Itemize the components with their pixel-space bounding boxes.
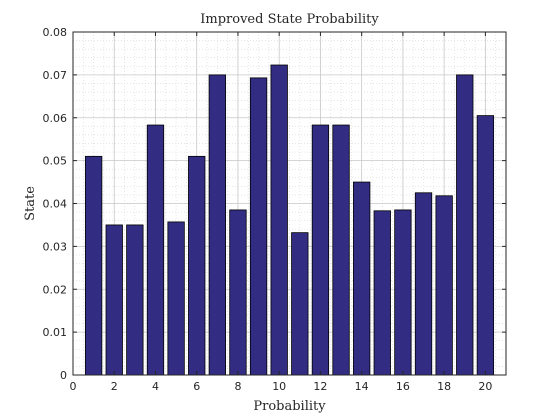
y-tick-label: 0.01 [43,326,68,339]
bar [414,192,433,376]
bar [373,210,391,376]
x-tick-label: 8 [234,380,241,393]
x-tick-label: 12 [313,380,327,393]
y-tick-label: 0.08 [43,26,68,39]
y-axis: 0 0.01 0.02 0.03 0.04 0.05 0.06 0.07 0.08 [43,26,506,382]
bar [126,224,144,376]
bar [332,124,350,376]
bar [146,124,165,376]
y-tick-label: 0.05 [43,155,68,168]
bar [229,209,247,376]
x-tick-label: 14 [355,380,369,393]
bar [84,155,103,376]
x-tick-label: 4 [152,380,159,393]
bar [270,64,288,376]
bar [476,115,495,376]
bar [353,181,371,376]
bar [208,74,226,376]
y-axis-label: State [23,186,38,221]
x-tick-label: 20 [478,380,492,393]
x-tick-label: 2 [111,380,118,393]
chart-title: Improved State Probability [200,12,379,27]
x-tick-label: 10 [272,380,286,393]
x-tick-label: 0 [70,380,77,393]
bar [435,195,453,376]
y-tick-label: 0.03 [43,240,68,253]
bars [84,64,495,376]
bar [188,155,206,376]
bar [167,221,185,376]
bar [394,209,412,376]
y-tick-label: 0.06 [43,112,68,125]
y-tick-label: 0 [60,369,67,382]
y-tick-label: 0.07 [43,69,68,82]
x-tick-label: 16 [396,380,410,393]
bar [291,232,309,376]
bar [105,224,123,376]
x-tick-label: 6 [193,380,200,393]
x-axis-label: Probability [253,399,326,414]
bar [311,124,330,376]
bar [456,74,474,376]
x-axis: 0 2 4 6 8 10 12 14 16 18 20 [70,32,492,393]
y-tick-label: 0.04 [43,198,68,211]
y-tick-label: 0.02 [43,283,68,296]
x-tick-label: 18 [437,380,451,393]
bar [249,77,268,376]
